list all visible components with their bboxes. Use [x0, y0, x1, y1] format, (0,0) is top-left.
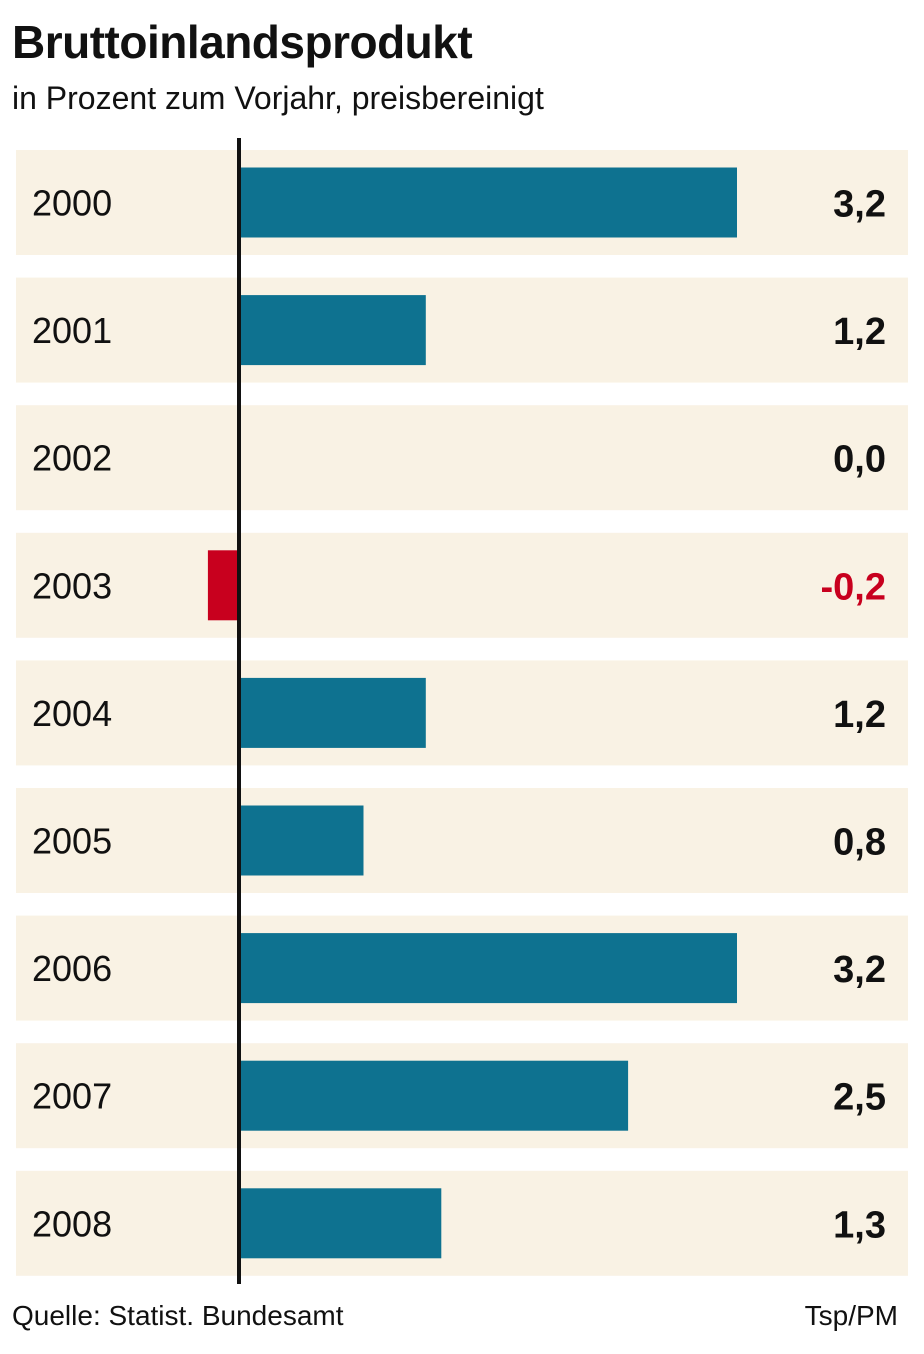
- year-label-2007: 2007: [32, 1076, 112, 1117]
- year-label-2004: 2004: [32, 693, 112, 734]
- value-label-2002: 0,0: [833, 439, 886, 481]
- chart-title: Bruttoinlandsprodukt: [12, 16, 473, 68]
- value-label-2001: 1,2: [833, 311, 886, 353]
- bar-2001: [239, 295, 426, 366]
- year-label-2003: 2003: [32, 565, 112, 606]
- value-label-2000: 3,2: [833, 184, 886, 226]
- row-background-2001: [16, 277, 908, 383]
- row-background-2005: [16, 788, 908, 893]
- bar-2008: [239, 1188, 442, 1259]
- value-label-2004: 1,2: [833, 694, 886, 736]
- year-label-2005: 2005: [32, 821, 112, 862]
- row-background-2008: [16, 1170, 908, 1276]
- value-label-2007: 2,5: [833, 1077, 886, 1119]
- bar-2000: [239, 167, 737, 238]
- value-label-2003: -0,2: [821, 566, 886, 608]
- source-note: Quelle: Statist. Bundesamt: [12, 1300, 344, 1331]
- row-background-2004: [16, 660, 908, 766]
- chart-subtitle: in Prozent zum Vorjahr, preisbereinigt: [12, 80, 544, 116]
- labels: 2000 3,2 2001 1,2 2002 0,0 2003 -0,2 2004 1,2 2005…: [32, 183, 886, 1247]
- bar-2004: [239, 677, 426, 748]
- year-label-2002: 2002: [32, 438, 112, 479]
- bar-2005: [239, 805, 364, 876]
- bar-2007: [239, 1060, 629, 1131]
- bar-2006: [239, 933, 737, 1004]
- value-label-2005: 0,8: [833, 822, 886, 864]
- credit-note: Tsp/PM: [804, 1300, 898, 1331]
- bar-2003: [207, 550, 239, 621]
- value-label-2006: 3,2: [833, 949, 886, 991]
- year-label-2001: 2001: [32, 310, 112, 351]
- row-background-2003: [16, 532, 908, 638]
- year-label-2000: 2000: [32, 183, 112, 224]
- bars: [207, 167, 737, 1259]
- year-label-2008: 2008: [32, 1203, 112, 1244]
- row-background-2002: [16, 405, 908, 511]
- value-label-2008: 1,3: [833, 1204, 886, 1246]
- year-label-2006: 2006: [32, 948, 112, 989]
